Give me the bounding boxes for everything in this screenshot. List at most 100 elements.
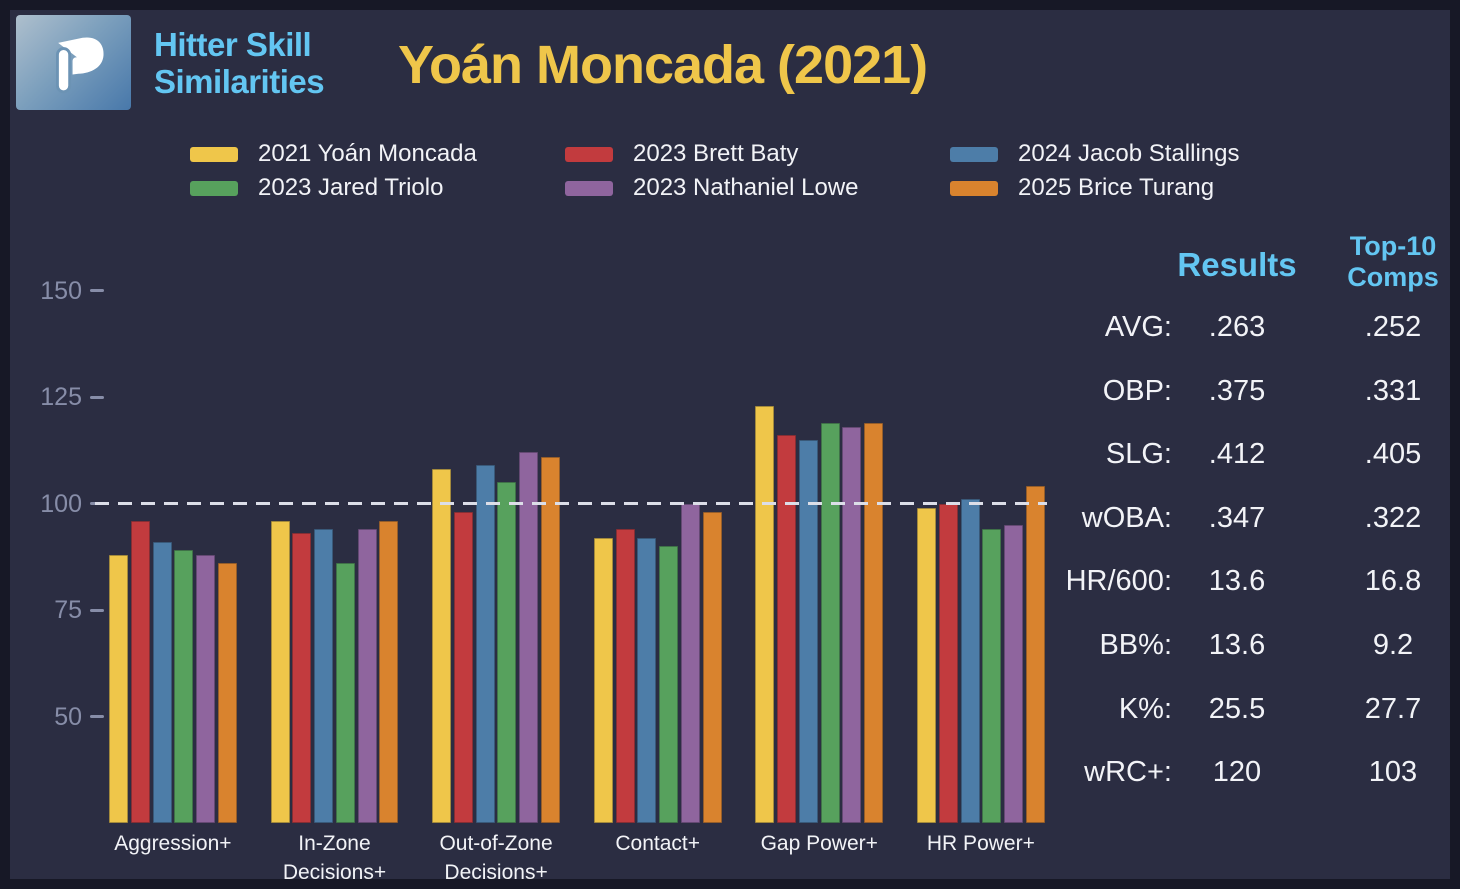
bar-2024-jacob-stallings (637, 537, 657, 823)
y-axis-tick-mark (90, 715, 104, 718)
legend-item-label: 2023 Nathaniel Lowe (633, 174, 859, 201)
y-axis-tick-label: 50 (54, 702, 82, 731)
bar-2024-jacob-stallings (314, 529, 334, 823)
bar-2025-brice-turang (702, 512, 722, 823)
legend-item-label: 2023 Brett Baty (633, 140, 799, 167)
legend-item-label: 2023 Jared Triolo (258, 174, 444, 201)
stat-label: BB%: (1099, 629, 1172, 661)
x-axis-category-label: Gap Power+ (760, 832, 878, 855)
bar-2023-brett-baty (938, 503, 958, 823)
bar-2025-brice-turang (379, 520, 399, 823)
results-column-header: Results (1177, 246, 1297, 283)
bar-2024-jacob-stallings (798, 439, 818, 823)
stat-result-value: 13.6 (1208, 565, 1266, 597)
stat-label: SLG: (1105, 438, 1172, 470)
page-title: Yoán Moncada (2021) (398, 35, 928, 95)
y-axis-tick-mark (90, 608, 104, 612)
bar-2023-jared-triolo (820, 422, 840, 823)
app-title: Hitter Skill Similarities (154, 26, 325, 100)
y-axis-tick-label: 75 (54, 596, 82, 624)
bar-2025-brice-turang (540, 456, 560, 823)
bar-2023-jared-triolo (497, 482, 517, 823)
x-axis-category-label: HR Power+ (926, 832, 1035, 855)
stat-comps-value: .322 (1364, 502, 1422, 534)
stat-result-value: 120 (1212, 756, 1262, 788)
chart-canvas: Hitter Skill Similarities Yoán Moncada (… (10, 10, 1450, 884)
bar-2023-brett-baty (130, 520, 150, 823)
stat-result-value: .347 (1208, 502, 1266, 534)
bar-2023-brett-baty (615, 529, 635, 823)
stat-comps-value: 16.8 (1364, 565, 1422, 597)
bar-2023-nathaniel-lowe (519, 452, 539, 823)
stat-comps-value: 27.7 (1364, 693, 1422, 725)
app-title-line1: Hitter Skill (154, 26, 312, 63)
legend-item: 2021 Yoán Moncada (190, 138, 477, 170)
bar-2024-jacob-stallings (475, 465, 495, 823)
stat-label: OBP: (1102, 375, 1172, 407)
top10-comps-column-header: Top-10 Comps (1347, 231, 1439, 292)
y-axis-tick-mark (90, 395, 104, 399)
legend-swatch (950, 146, 998, 162)
bar-2024-jacob-stallings (960, 499, 980, 823)
stat-label: HR/600: (1065, 565, 1172, 597)
bar-2025-brice-turang (217, 563, 237, 823)
stat-label: wOBA: (1081, 502, 1172, 534)
stat-comps-value: 103 (1368, 756, 1418, 788)
legend-item: 2023 Nathaniel Lowe (565, 172, 859, 204)
legend-swatch (950, 180, 998, 196)
x-axis-category-label: Aggression+ (114, 832, 232, 855)
y-axis-tick-label: 150 (40, 276, 82, 305)
legend-item-label: 2025 Brice Turang (1018, 174, 1215, 201)
legend-swatch (565, 146, 613, 162)
bar-2021-yoán-moncada (432, 469, 452, 823)
stat-comps-value: .252 (1364, 311, 1422, 343)
bar-2023-nathaniel-lowe (1004, 524, 1023, 823)
stat-result-value: .375 (1208, 375, 1266, 407)
stat-result-value: 25.5 (1208, 693, 1266, 725)
bar-2023-nathaniel-lowe (357, 529, 377, 823)
bar-2021-yoán-moncada (593, 537, 613, 823)
x-axis-category-label: Out-of-Zone Decisions+ (439, 832, 553, 884)
bar-2021-yoán-moncada (109, 554, 128, 823)
bar-2023-brett-baty (453, 512, 473, 823)
legend-swatch (565, 180, 613, 196)
bar-2023-jared-triolo (982, 529, 1002, 823)
y-axis-tick-label: 125 (40, 383, 82, 411)
stat-comps-value: .405 (1364, 438, 1422, 470)
legend-item: 2025 Brice Turang (950, 172, 1214, 204)
stat-label: AVG: (1104, 311, 1172, 343)
bar-2025-brice-turang (1025, 486, 1045, 823)
letter-p-icon (55, 36, 104, 93)
y-axis-tick-label: 100 (40, 489, 82, 518)
bar-2023-nathaniel-lowe (196, 554, 215, 823)
legend-swatch (190, 180, 238, 196)
x-axis-category-label: Contact+ (615, 832, 700, 855)
y-axis-tick-mark (90, 289, 104, 292)
bar-2021-yoán-moncada (755, 405, 775, 823)
bar-2023-jared-triolo (335, 563, 355, 823)
bar-2023-nathaniel-lowe (680, 503, 700, 823)
bar-2023-brett-baty (292, 533, 312, 823)
reference-line-100 (95, 502, 1047, 505)
bar-2023-jared-triolo (659, 546, 679, 823)
pitcherlist-logo (16, 15, 131, 110)
legend-item-label: 2021 Yoán Moncada (258, 140, 477, 167)
bar-2023-brett-baty (777, 435, 797, 823)
x-axis-category-label: In-Zone Decisions+ (282, 832, 387, 884)
bar-2023-jared-triolo (174, 550, 194, 823)
bar-2021-yoán-moncada (917, 507, 936, 823)
legend-item: 2023 Jared Triolo (190, 172, 443, 204)
bar-2025-brice-turang (864, 422, 884, 823)
bar-2021-yoán-moncada (270, 520, 290, 823)
bar-2024-jacob-stallings (152, 541, 172, 823)
stat-result-value: .263 (1208, 311, 1266, 343)
stat-label: K%: (1118, 693, 1172, 725)
app-title-line2: Similarities (154, 63, 325, 100)
stat-result-value: 13.6 (1208, 629, 1266, 661)
bar-2023-nathaniel-lowe (842, 426, 862, 823)
legend-item-label: 2024 Jacob Stallings (1018, 140, 1240, 167)
stat-comps-value: .331 (1364, 375, 1422, 407)
legend-swatch (190, 146, 238, 162)
stat-label: wRC+: (1084, 756, 1172, 788)
